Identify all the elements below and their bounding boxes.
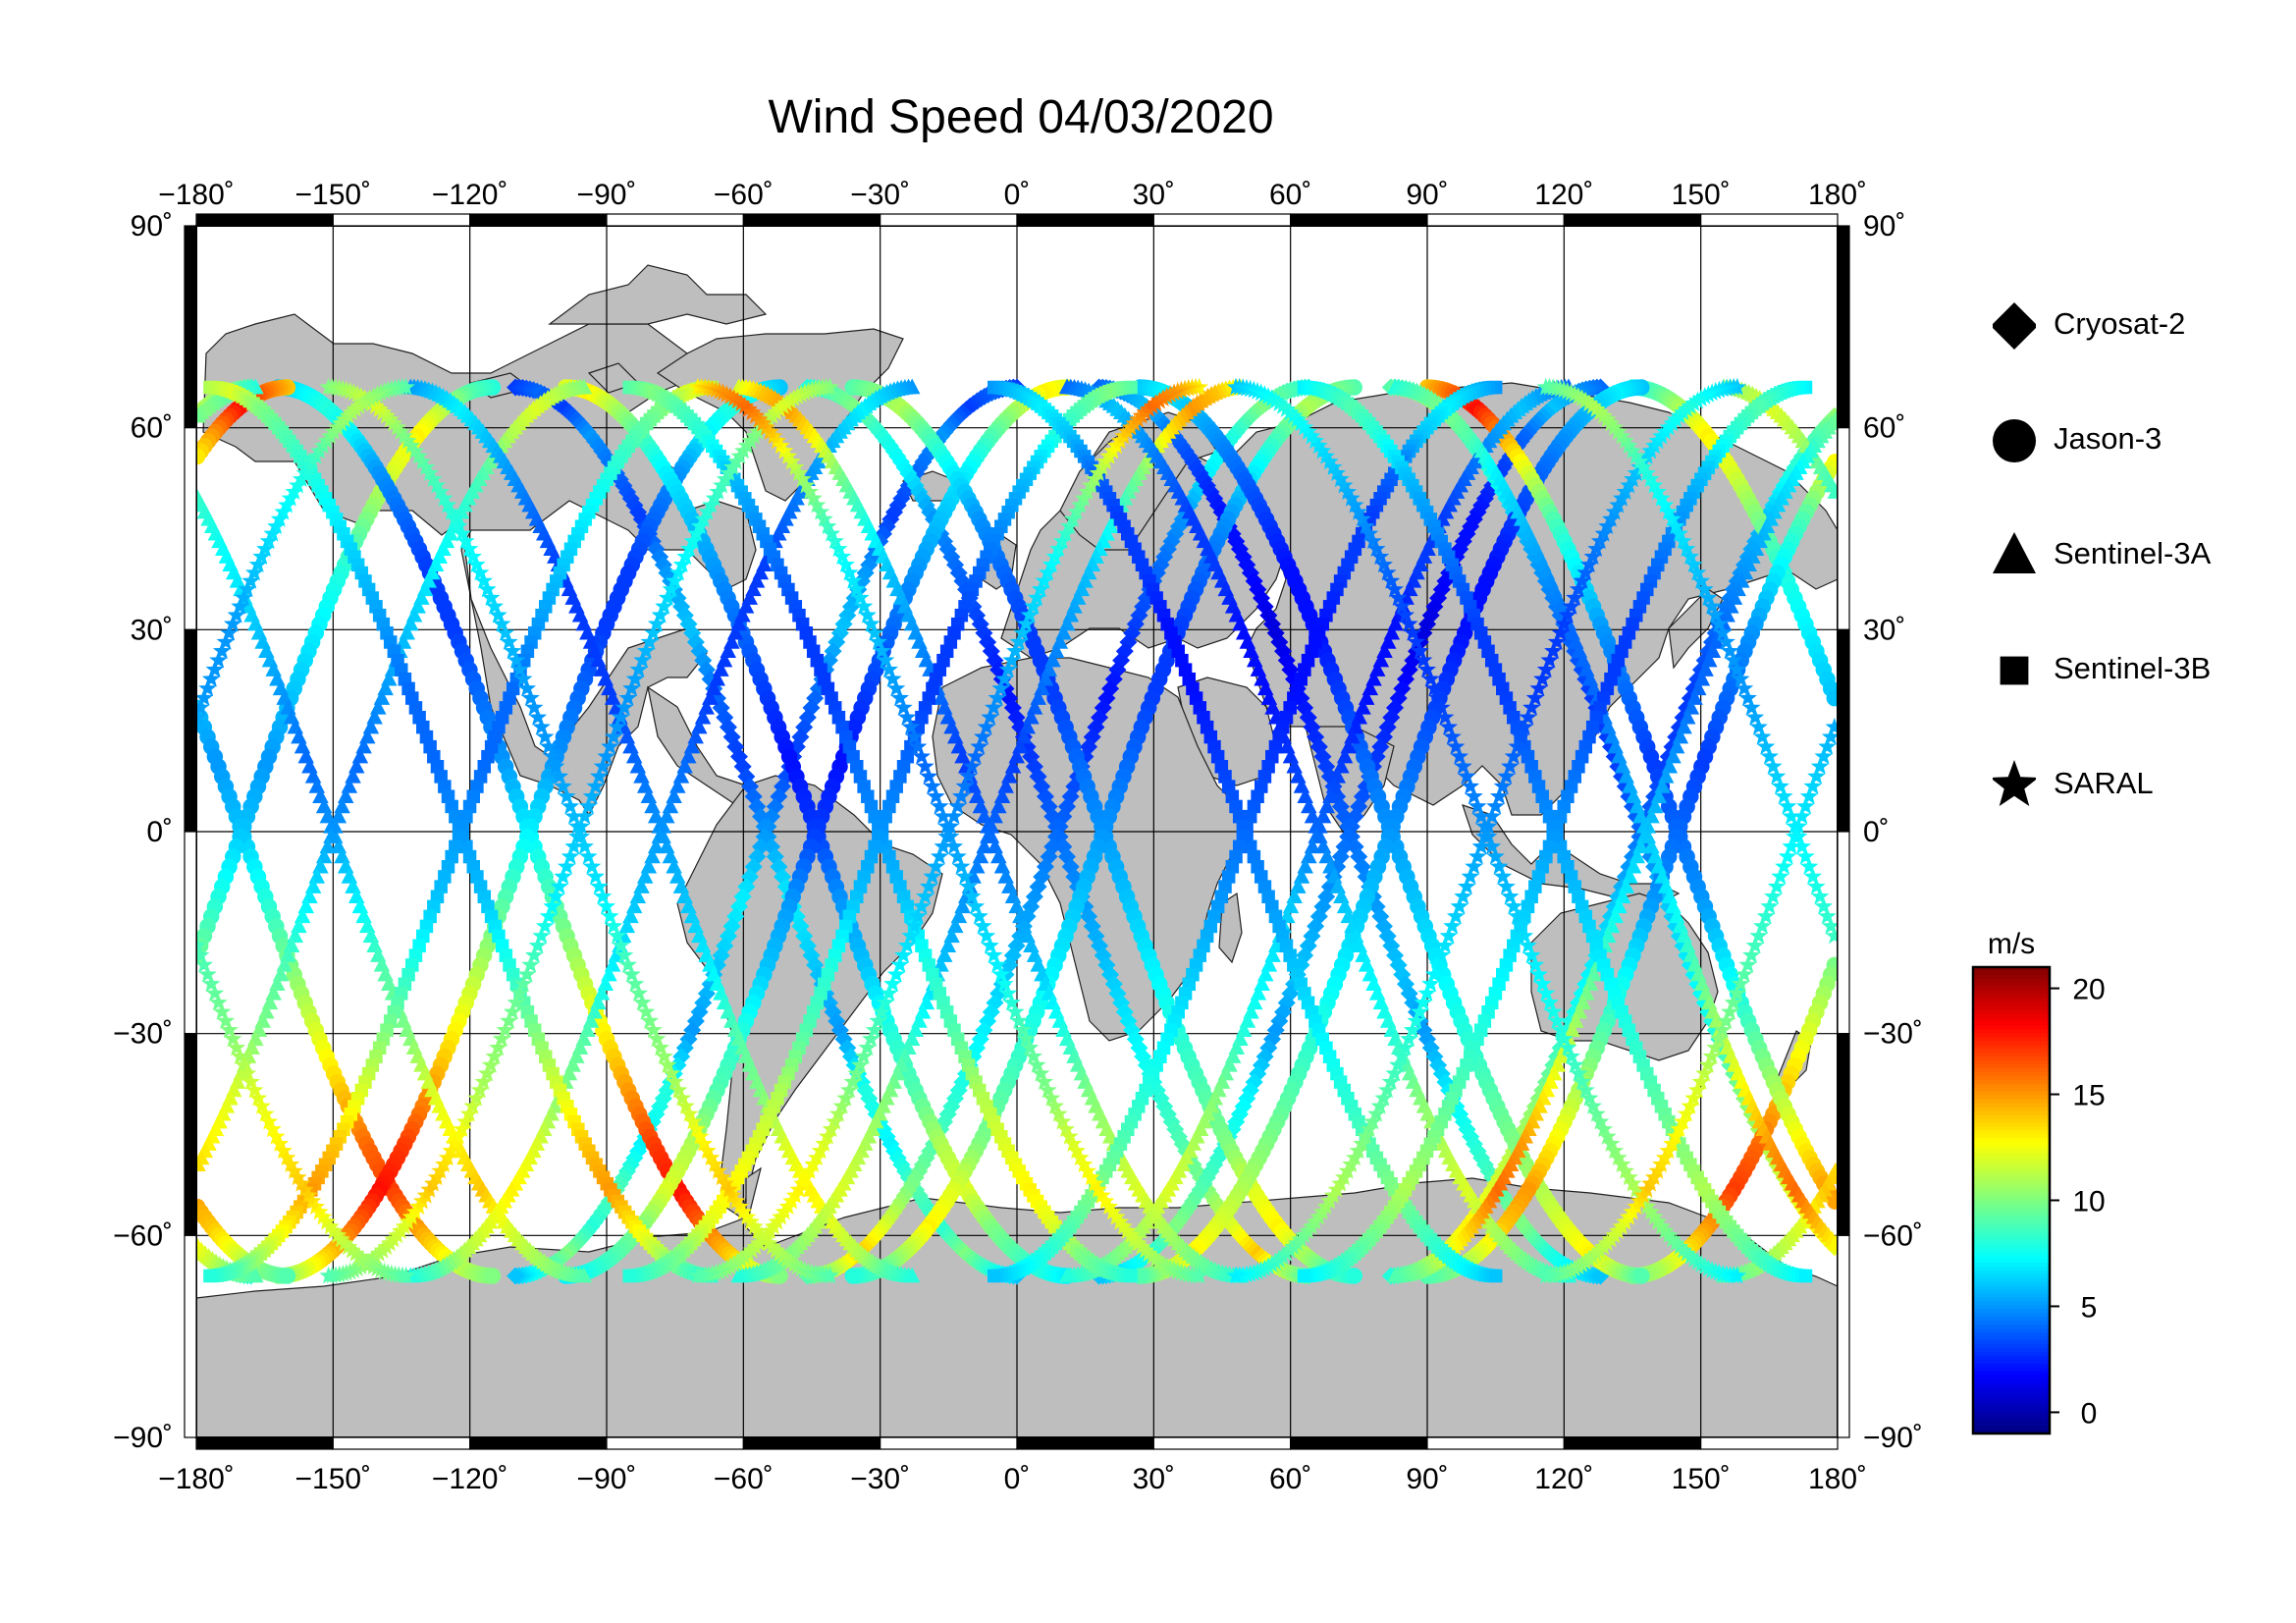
track-point [1255, 870, 1268, 884]
track-point [1058, 1267, 1076, 1283]
track-point [430, 760, 445, 774]
track-point [1827, 1234, 1838, 1251]
track-point [470, 870, 484, 884]
track-point [1488, 1269, 1503, 1283]
track-point [885, 860, 900, 874]
track-point [445, 799, 458, 814]
track-point [459, 839, 473, 854]
track-point [893, 770, 907, 784]
track-point [196, 1156, 206, 1171]
track-point [889, 870, 903, 884]
track-point [441, 789, 455, 803]
track-point [441, 860, 455, 874]
track-point [730, 1267, 747, 1283]
track-point [1387, 1267, 1404, 1283]
track-point [1247, 849, 1261, 864]
track-point [913, 489, 932, 508]
track-point [462, 849, 477, 864]
track-point [864, 799, 879, 814]
track-point [466, 860, 480, 874]
track-point [861, 860, 875, 874]
track-point [575, 1267, 593, 1283]
track-point [452, 830, 466, 843]
track-point [844, 1268, 862, 1284]
track-point [1251, 860, 1264, 874]
track-point [1214, 760, 1229, 774]
track-point [850, 760, 864, 774]
track-point [903, 1267, 921, 1283]
track-point [247, 1267, 264, 1283]
track-point [434, 880, 448, 893]
track-point [857, 870, 871, 884]
track-point [507, 1267, 525, 1285]
track-point [196, 406, 206, 423]
track-point [853, 880, 868, 893]
track-point [896, 760, 911, 774]
track-point [1218, 770, 1232, 784]
track-point [1243, 839, 1257, 854]
track-point [1346, 1268, 1362, 1284]
track-point [1827, 483, 1838, 499]
track-point [1633, 1268, 1650, 1284]
track-point [473, 770, 488, 784]
track-point [1229, 799, 1243, 814]
madagascar-land [1218, 892, 1243, 964]
track-point [455, 820, 469, 834]
track-point [882, 849, 896, 864]
track-point [466, 789, 480, 803]
track-point [872, 830, 885, 843]
track-point [893, 880, 907, 893]
track-point [438, 870, 452, 884]
map-title: Wind Speed 04/03/2020 [768, 91, 1274, 143]
track-point [449, 809, 462, 824]
track-point [470, 780, 484, 793]
track-point [892, 489, 911, 508]
track-point [1827, 1193, 1838, 1210]
track-point [864, 849, 879, 864]
track-point [1232, 809, 1247, 824]
track-point [462, 799, 477, 814]
track-point [473, 880, 488, 893]
satellite-tracks [196, 377, 1838, 1285]
track-point [438, 780, 452, 793]
track-point [477, 760, 492, 774]
track-point [868, 809, 881, 824]
track-point [1205, 489, 1224, 508]
track-point [879, 839, 892, 854]
track-point [445, 849, 458, 864]
track-point [459, 809, 473, 824]
track-point [1221, 780, 1236, 793]
track-point [857, 780, 871, 793]
track-point [861, 789, 875, 803]
track-point [449, 839, 462, 854]
track-point [1124, 1269, 1138, 1283]
track-point [622, 1269, 636, 1283]
track-point [882, 799, 896, 814]
track-point [621, 489, 640, 508]
track-point [1184, 489, 1202, 508]
track-point [279, 1268, 296, 1284]
track-point [1257, 880, 1272, 893]
track-point [196, 448, 206, 465]
track-point [879, 809, 892, 824]
track-point [889, 780, 903, 793]
track-point [203, 1269, 217, 1283]
track-point [868, 839, 881, 854]
track-point [875, 820, 889, 834]
track-point [1826, 689, 1838, 707]
track-point [434, 770, 448, 784]
track-point [885, 789, 900, 803]
track-point [1225, 789, 1240, 803]
track-point [484, 1268, 502, 1284]
track-point [1475, 489, 1494, 508]
track-point [853, 770, 868, 784]
